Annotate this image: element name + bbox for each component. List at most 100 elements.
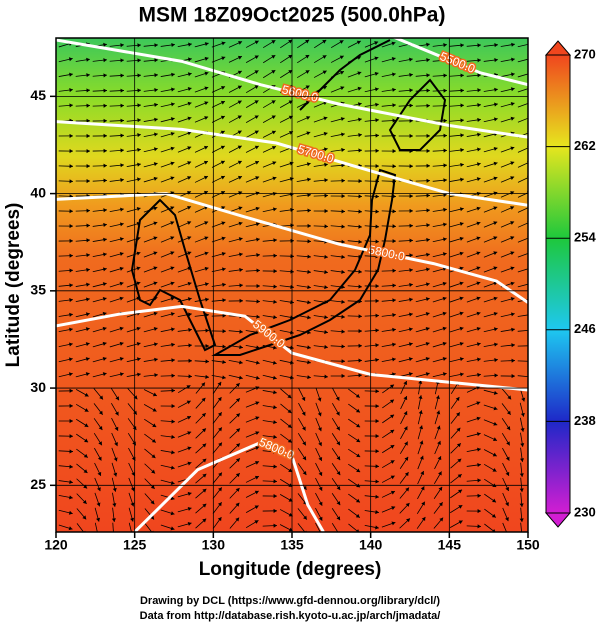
- streamline: [128, 522, 132, 532]
- stream-arrowhead: [86, 57, 90, 62]
- stream-arrowhead: [459, 326, 464, 331]
- chart-title: MSM 18Z09Oct2025 (500.0hPa): [139, 4, 446, 27]
- stream-arrowhead: [510, 251, 515, 256]
- stream-arrowhead: [103, 103, 107, 108]
- stream-arrowhead: [170, 161, 175, 166]
- stream-arrowhead: [255, 206, 260, 211]
- stream-arrowhead: [324, 374, 328, 379]
- stream-arrowhead: [272, 345, 277, 350]
- stream-arrowhead: [426, 178, 430, 183]
- stream-arrowhead: [273, 434, 277, 439]
- stream-arrowhead: [120, 88, 124, 93]
- stream-arrowhead: [375, 434, 379, 439]
- stream-arrowhead: [358, 148, 362, 153]
- stream-arrowhead: [238, 191, 243, 195]
- stream-arrowhead: [341, 299, 345, 304]
- stream-arrowhead: [358, 117, 362, 122]
- stream-arrowhead: [421, 517, 426, 522]
- stream-arrowhead: [409, 193, 413, 199]
- stream-arrowhead: [171, 42, 175, 48]
- stream-arrowhead: [254, 130, 259, 135]
- stream-arrowhead: [204, 221, 209, 225]
- stream-arrowhead: [305, 39, 310, 44]
- stream-arrowhead: [477, 88, 481, 93]
- stream-arrowhead: [187, 87, 192, 91]
- stream-arrowhead: [111, 518, 116, 522]
- stream-arrowhead: [409, 297, 413, 302]
- stream-arrowhead: [493, 327, 498, 332]
- stream-arrowhead: [204, 236, 209, 241]
- stream-arrowhead: [336, 456, 341, 461]
- stream-arrowhead: [287, 438, 292, 443]
- stream-arrowhead: [323, 116, 328, 121]
- stream-arrowhead: [69, 88, 73, 93]
- stream-arrowhead: [442, 341, 447, 346]
- stream-arrowhead: [222, 282, 226, 287]
- stream-arrowhead: [341, 163, 345, 168]
- stream-arrowhead: [323, 131, 328, 136]
- streamline: [517, 207, 528, 213]
- stream-arrowhead: [154, 102, 158, 107]
- stream-arrowhead: [171, 87, 175, 92]
- stream-arrowhead: [86, 238, 90, 243]
- stream-arrowhead: [443, 163, 447, 168]
- stream-arrowhead: [403, 411, 408, 416]
- stream-arrowhead: [425, 312, 430, 317]
- stream-arrowhead: [392, 72, 396, 77]
- stream-arrowhead: [255, 176, 260, 180]
- streamline: [517, 375, 528, 378]
- stream-arrowhead: [375, 133, 379, 138]
- stream-arrowhead: [221, 56, 226, 61]
- stream-arrowhead: [306, 162, 311, 167]
- stream-arrowhead: [510, 102, 515, 106]
- y-tick-label: 45: [30, 87, 46, 103]
- stream-arrowhead: [221, 221, 226, 226]
- stream-arrowhead: [272, 161, 277, 166]
- stream-arrowhead: [68, 526, 73, 531]
- coastline-korea: [130, 198, 217, 352]
- stream-arrowhead: [255, 401, 260, 406]
- coastline-japan: [211, 168, 397, 356]
- stream-arrowhead: [511, 374, 515, 379]
- stream-arrowhead: [236, 413, 240, 418]
- stream-arrowhead: [390, 399, 394, 404]
- stream-arrowhead: [324, 193, 328, 198]
- stream-arrowhead: [69, 327, 73, 332]
- stream-arrowhead: [528, 328, 532, 332]
- stream-arrowhead: [239, 345, 243, 350]
- stream-arrowhead: [442, 372, 447, 377]
- stream-arrowhead: [460, 177, 464, 182]
- colorbar-tick-label: 254: [574, 230, 596, 245]
- stream-arrowhead: [442, 311, 447, 316]
- stream-arrowhead: [136, 342, 141, 347]
- stream-arrowhead: [477, 147, 481, 152]
- stream-arrowhead: [202, 443, 207, 448]
- stream-arrowhead: [254, 160, 259, 165]
- stream-arrowhead: [510, 161, 515, 166]
- stream-arrowhead: [505, 486, 510, 491]
- stream-arrowhead: [102, 311, 107, 316]
- stream-arrowhead: [273, 330, 277, 335]
- stream-arrowhead: [426, 133, 430, 138]
- colorbar-scale: [545, 54, 571, 514]
- stream-arrowhead: [436, 410, 441, 415]
- stream-arrowhead: [171, 450, 175, 455]
- stream-arrowhead: [204, 101, 209, 106]
- stream-arrowhead: [98, 410, 103, 415]
- stream-arrowhead: [375, 148, 379, 153]
- stream-arrowhead: [218, 472, 222, 477]
- stream-arrowhead: [341, 314, 345, 319]
- colorbar-tick-label: 238: [574, 413, 596, 428]
- stream-arrowhead: [477, 103, 481, 108]
- stream-arrowhead: [205, 297, 209, 302]
- stream-arrowhead: [510, 206, 515, 210]
- stream-arrowhead: [153, 176, 158, 181]
- stream-arrowhead: [340, 86, 345, 91]
- stream-arrowhead: [426, 148, 430, 153]
- stream-arrowhead: [318, 501, 323, 506]
- stream-arrowhead: [307, 345, 311, 350]
- stream-arrowhead: [151, 454, 156, 459]
- stream-arrowhead: [476, 311, 481, 316]
- stream-arrowhead: [442, 281, 447, 286]
- stream-arrowhead: [493, 266, 498, 271]
